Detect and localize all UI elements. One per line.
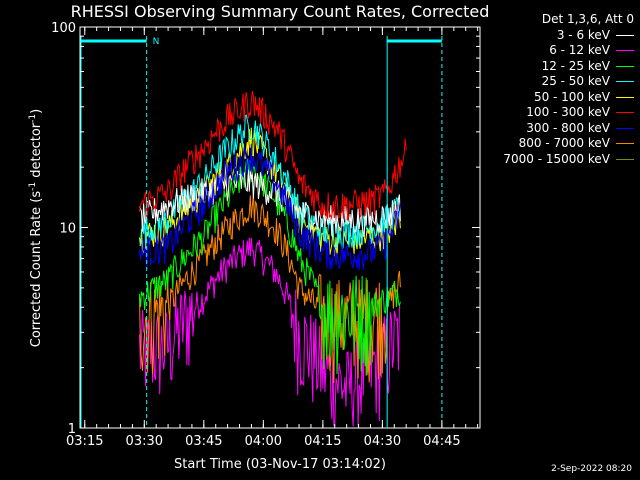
y-axis-label-part: Corrected Count Rate (s [29,191,44,348]
legend-entry: 7000 - 15000 keV [464,152,634,168]
y-axis-label: Corrected Count Rate (s-1 detector-1) [28,109,44,347]
legend-label: 800 - 7000 keV [518,136,610,150]
legend-label: 300 - 800 keV [526,120,610,135]
legend: Det 1,3,6, Att 0 3 - 6 keV 6 - 12 keV 12 -… [464,12,634,167]
legend-swatch [616,112,634,114]
legend-entry: 12 - 25 keV [464,59,634,75]
x-tick-label: 03:15 [66,434,103,449]
generation-timestamp: 2-Sep-2022 08:20 [551,464,632,474]
y-tick-label: 10 [59,222,76,237]
y-axis-label-sup: -1 [28,182,38,191]
legend-swatch [616,143,634,145]
x-tick-label: 03:45 [185,434,222,449]
series-layer [139,91,407,427]
night-marker: N [153,37,160,47]
legend-swatch [616,127,634,129]
legend-swatch [616,158,634,160]
y-axis-label-part: detector [29,122,44,182]
y-tick-label: 1 [68,422,76,437]
legend-entry: 100 - 300 keV [464,105,634,121]
legend-label: 7000 - 15000 keV [503,151,610,166]
legend-entry: 6 - 12 keV [464,43,634,59]
legend-rows: 3 - 6 keV 6 - 12 keV 12 - 25 keV 25 - 50 ke… [464,28,634,168]
series-line [139,91,407,221]
legend-entry: 3 - 6 keV [464,28,634,44]
legend-label: 12 - 25 keV [541,58,610,73]
legend-label: 50 - 100 keV [533,89,610,104]
y-axis-label-sup: -1 [28,114,38,123]
legend-swatch [616,96,634,98]
legend-label: 25 - 50 keV [541,74,610,88]
legend-header-text: Det 1,3,6, Att 0 [541,12,634,26]
legend-entry: 300 - 800 keV [464,121,634,137]
chart-title: RHESSI Observing Summary Count Rates, Co… [71,2,490,21]
axes-layer: 1 10 100 03:15 03:30 03:45 04:00 04:15 04:30 04:4… [51,21,480,449]
legend-header: Det 1,3,6, Att 0 [464,12,634,28]
series-line [139,194,401,384]
x-tick-label: 03:30 [126,434,163,449]
night-period-layer: N [80,36,443,428]
legend-swatch [616,50,634,52]
legend-label: 100 - 300 keV [526,105,610,119]
series-line [139,144,401,271]
x-tick-label: 04:30 [364,434,401,449]
legend-swatch [616,65,634,67]
legend-entry: 25 - 50 keV [464,74,634,90]
x-tick-label: 04:15 [304,434,341,449]
legend-entry: 800 - 7000 keV [464,136,634,152]
legend-swatch [616,34,634,36]
legend-label: 6 - 12 keV [549,43,610,57]
y-axis-label-part: ) [29,109,44,114]
series-line [139,158,401,375]
legend-swatch [616,81,634,83]
legend-label: 3 - 6 keV [556,27,610,42]
x-axis-label: Start Time (03-Nov-17 03:14:02) [174,457,386,472]
x-tick-label: 04:00 [245,434,282,449]
y-tick-label: 100 [51,21,76,36]
legend-entry: 50 - 100 keV [464,90,634,106]
series-line [139,237,401,427]
series-line [139,167,401,237]
x-tick-label: 04:45 [423,434,460,449]
